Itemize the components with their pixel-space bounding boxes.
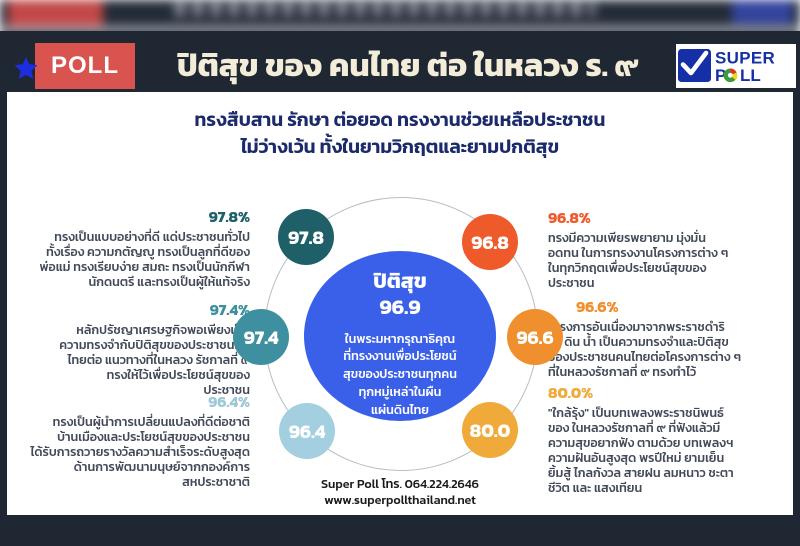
svg-text:SUPER: SUPER [715, 49, 775, 68]
svg-text:LL: LL [740, 66, 761, 85]
